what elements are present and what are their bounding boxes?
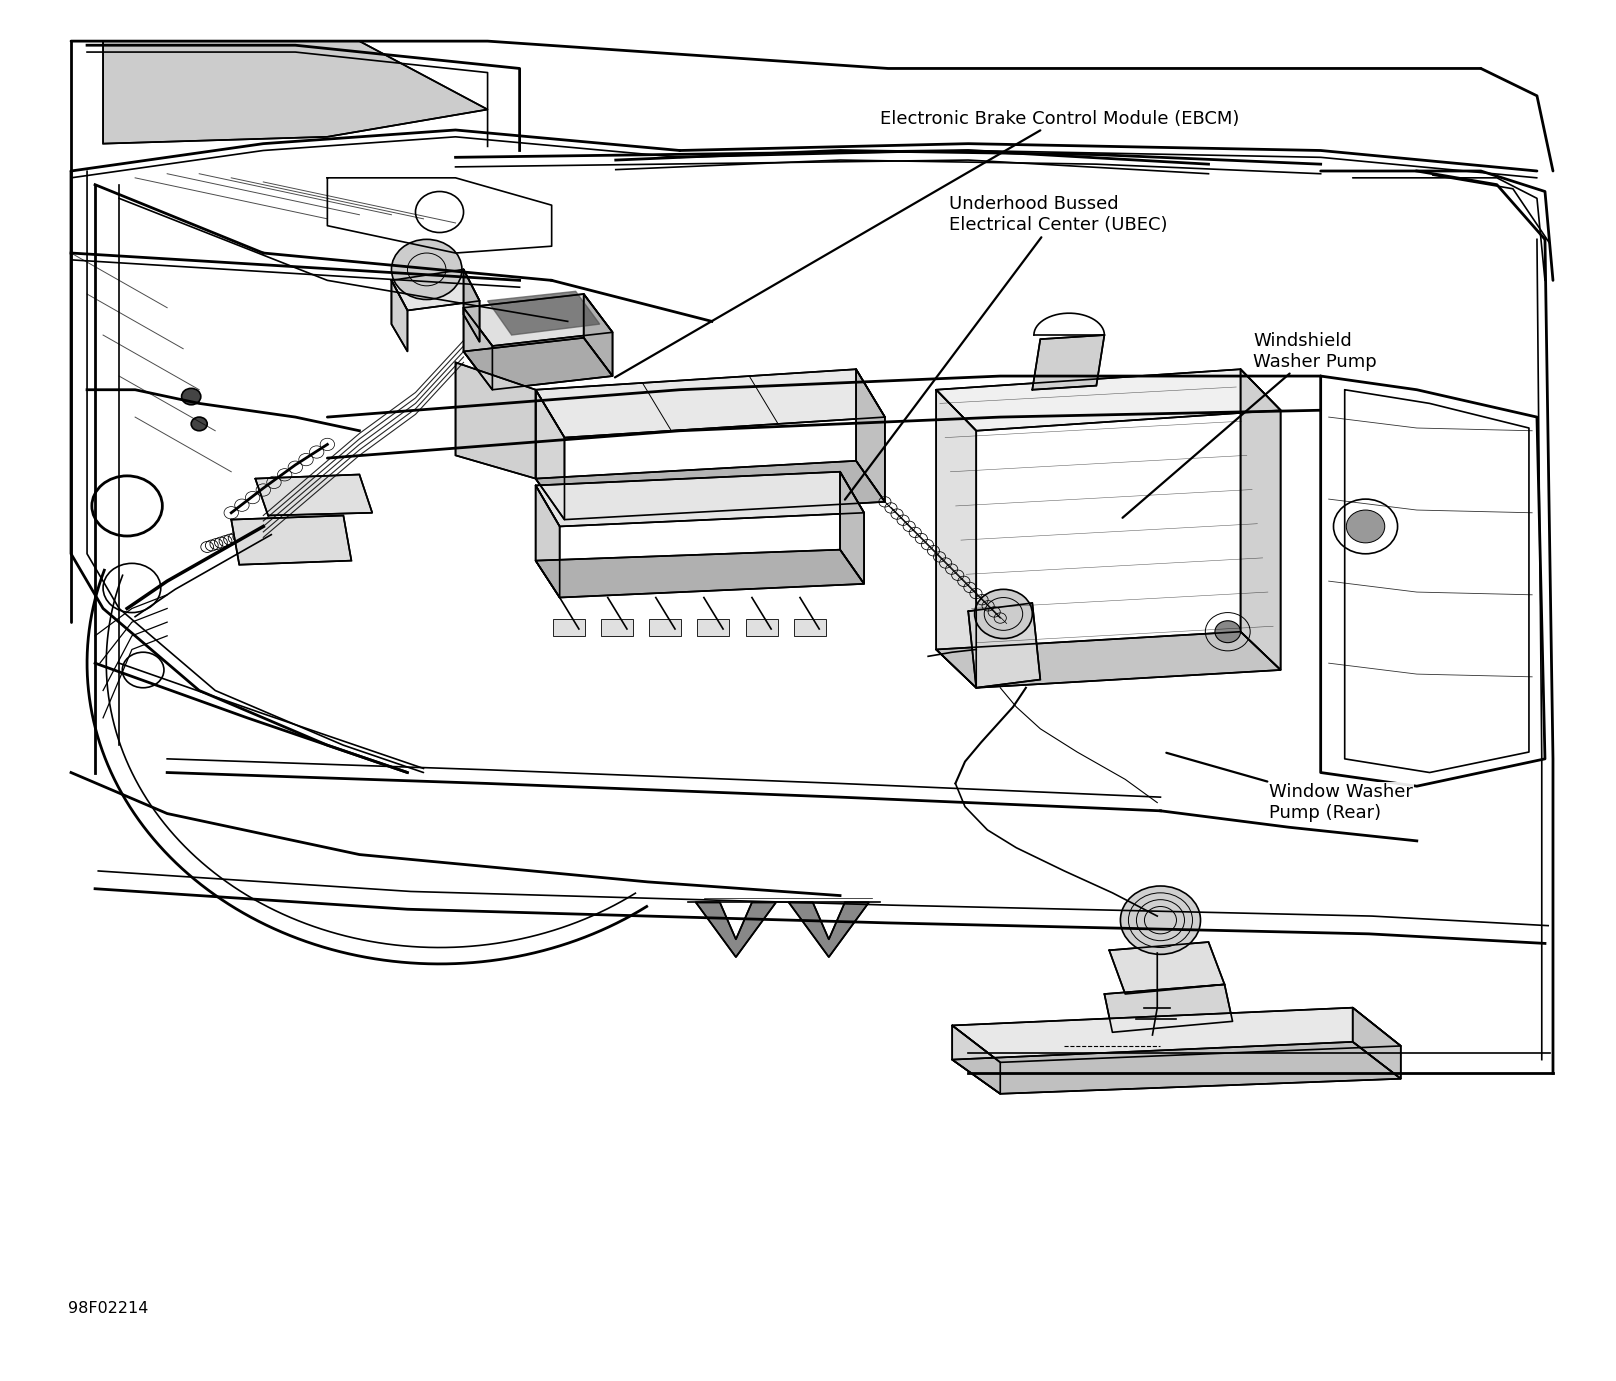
Polygon shape [535,550,865,598]
Circle shape [181,388,200,405]
Polygon shape [936,369,1280,431]
Polygon shape [535,389,564,519]
Circle shape [391,239,462,300]
Bar [745,620,777,635]
Polygon shape [464,308,493,389]
Bar [601,620,633,635]
Circle shape [1120,887,1201,954]
Circle shape [1215,621,1241,642]
Polygon shape [1109,942,1225,994]
Polygon shape [1353,1008,1401,1079]
Bar [553,620,585,635]
Text: Windshield
Washer Pump: Windshield Washer Pump [1123,331,1377,518]
Polygon shape [583,294,612,376]
Polygon shape [1241,369,1280,670]
Polygon shape [936,631,1280,688]
Circle shape [1346,510,1385,543]
Polygon shape [535,369,886,438]
Polygon shape [856,369,886,501]
Polygon shape [535,461,886,519]
Text: Window Washer
Pump (Rear): Window Washer Pump (Rear) [1167,753,1414,822]
Polygon shape [464,294,612,347]
Polygon shape [535,472,865,526]
Polygon shape [535,486,559,598]
Polygon shape [231,515,351,565]
Polygon shape [464,338,612,389]
Polygon shape [1033,336,1104,389]
Polygon shape [968,603,1041,688]
Polygon shape [952,1041,1401,1094]
Circle shape [974,590,1033,638]
Text: Underhood Bussed
Electrical Center (UBEC): Underhood Bussed Electrical Center (UBEC… [845,195,1167,500]
Polygon shape [255,475,372,515]
Bar [698,620,729,635]
Polygon shape [952,1008,1401,1062]
Polygon shape [952,1026,1000,1094]
Polygon shape [1104,985,1233,1032]
Bar [650,620,682,635]
Text: 98F02214: 98F02214 [68,1301,149,1316]
Polygon shape [789,902,869,957]
Polygon shape [464,269,480,342]
Circle shape [191,417,207,431]
Polygon shape [103,41,488,144]
Polygon shape [696,902,776,957]
Polygon shape [391,280,407,351]
Bar [793,620,826,635]
Polygon shape [936,389,976,688]
Polygon shape [456,362,535,479]
Text: Electronic Brake Control Module (EBCM): Electronic Brake Control Module (EBCM) [616,110,1239,377]
Polygon shape [488,291,600,336]
Polygon shape [840,472,865,584]
Polygon shape [391,269,480,311]
